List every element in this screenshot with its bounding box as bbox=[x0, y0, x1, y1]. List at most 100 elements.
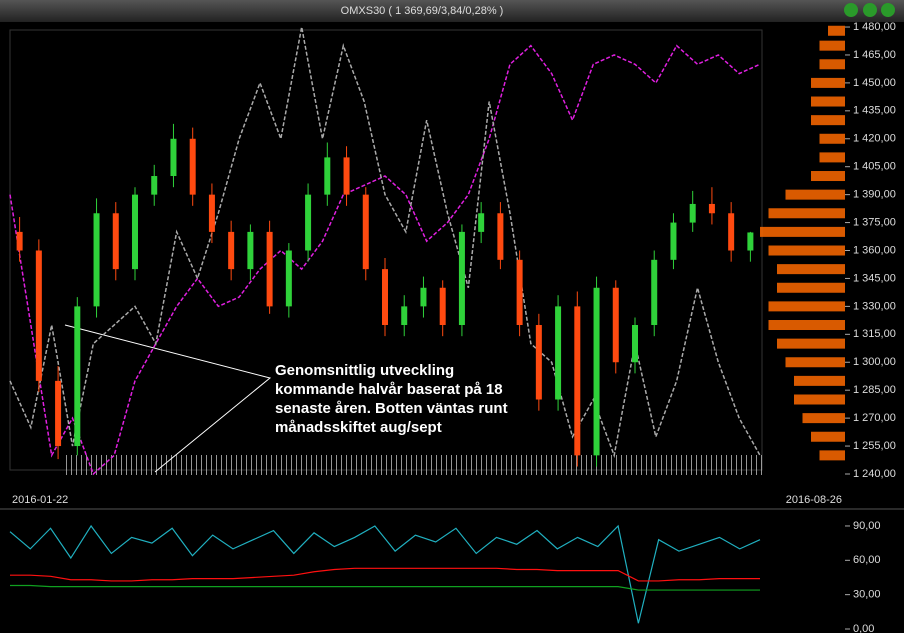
day-markers bbox=[65, 455, 762, 475]
close-button[interactable] bbox=[881, 3, 895, 17]
y-tick-label: 1 405,00 bbox=[853, 161, 896, 173]
candle-body bbox=[362, 194, 369, 270]
candle-body bbox=[401, 306, 408, 326]
candle-body bbox=[343, 157, 350, 195]
y-tick-label: 90,00 bbox=[853, 520, 881, 532]
candle-body bbox=[285, 250, 292, 307]
series-line bbox=[10, 567, 760, 582]
candle-body bbox=[170, 138, 177, 177]
candle-body bbox=[266, 231, 273, 307]
y-tick-label: 1 450,00 bbox=[853, 77, 896, 89]
candle-body bbox=[93, 213, 100, 307]
candle-body bbox=[208, 194, 215, 232]
y-tick-label: 1 480,00 bbox=[853, 21, 896, 33]
annotation: senaste åren. Botten väntas runt bbox=[275, 400, 508, 417]
volume-profile-bar bbox=[794, 394, 845, 405]
minimize-button[interactable] bbox=[844, 3, 858, 17]
candle-body bbox=[305, 194, 312, 251]
candle-body bbox=[151, 176, 158, 195]
candle-body bbox=[708, 203, 715, 214]
candle-body bbox=[55, 380, 62, 447]
x-end-label: 2016-08-26 bbox=[786, 494, 842, 506]
volume-profile-bar bbox=[785, 189, 845, 200]
volume-profile-bar bbox=[768, 301, 845, 312]
candle-body bbox=[574, 306, 581, 456]
volume-profile-bar bbox=[768, 208, 845, 219]
candle-body bbox=[247, 231, 254, 270]
candle-body bbox=[728, 213, 735, 251]
candle-body bbox=[747, 232, 754, 251]
annotation: kommande halvår baserat på 18 bbox=[275, 381, 503, 398]
volume-profile-bar bbox=[811, 96, 845, 107]
y-tick-label: 1 360,00 bbox=[853, 244, 896, 256]
y-tick-label: 0,00 bbox=[853, 623, 874, 633]
volume-profile-bar bbox=[819, 133, 845, 144]
y-tick-label: 1 330,00 bbox=[853, 300, 896, 312]
candle-body bbox=[689, 203, 696, 223]
volume-profile-bar bbox=[819, 152, 845, 163]
candle-body bbox=[478, 213, 485, 232]
y-tick-label: 1 255,00 bbox=[853, 440, 896, 452]
chart-title: OMXS30 ( 1 369,69/3,84/0,28% ) bbox=[341, 5, 504, 17]
series-line bbox=[10, 584, 760, 591]
annotation: månadsskiftet aug/sept bbox=[275, 419, 442, 436]
y-tick-label: 1 240,00 bbox=[853, 468, 896, 480]
volume-profile-bar bbox=[811, 77, 845, 88]
y-tick-label: 60,00 bbox=[853, 554, 881, 566]
volume-profile-bar bbox=[811, 171, 845, 182]
candle-body bbox=[324, 157, 331, 195]
y-tick-label: 1 390,00 bbox=[853, 189, 896, 201]
volume-profile-bar bbox=[819, 59, 845, 70]
volume-profile-bar bbox=[819, 40, 845, 51]
volume-profile-bar bbox=[811, 431, 845, 442]
volume-profile-bar bbox=[811, 115, 845, 126]
volume-profile-bar bbox=[777, 264, 845, 275]
volume-profile-bar bbox=[768, 245, 845, 256]
candle-body bbox=[35, 250, 42, 381]
y-tick-label: 1 315,00 bbox=[853, 328, 896, 340]
volume-profile-bar bbox=[819, 450, 845, 461]
candle-body bbox=[497, 213, 504, 260]
candle-body bbox=[612, 287, 619, 363]
volume-profile-bar bbox=[785, 357, 845, 368]
volume-profile-bar bbox=[828, 25, 845, 36]
candle-body bbox=[189, 138, 196, 195]
y-tick-label: 1 435,00 bbox=[853, 105, 896, 117]
candle-body bbox=[132, 194, 138, 270]
annotation-pointer bbox=[64, 324, 272, 473]
candle-body bbox=[112, 213, 119, 270]
volume-profile-bar bbox=[777, 338, 845, 349]
volume-profile-bar bbox=[794, 375, 845, 386]
y-tick-label: 1 420,00 bbox=[853, 133, 896, 145]
y-tick-label: 1 300,00 bbox=[853, 356, 896, 368]
candle-body bbox=[16, 231, 23, 251]
volume-profile-bar bbox=[777, 282, 845, 293]
candle-body bbox=[382, 269, 388, 326]
candle-body bbox=[555, 306, 562, 400]
series-line bbox=[9, 524, 761, 624]
annotation: Genomsnittlig utveckling bbox=[275, 362, 454, 379]
candle-body bbox=[593, 287, 600, 456]
y-tick-label: 1 285,00 bbox=[853, 384, 896, 396]
candle-body bbox=[458, 231, 465, 326]
y-tick-label: 1 465,00 bbox=[853, 49, 896, 61]
volume-profile-bar bbox=[760, 226, 845, 237]
series-line bbox=[9, 44, 761, 476]
y-tick-label: 1 270,00 bbox=[853, 412, 896, 424]
x-start-label: 2016-01-22 bbox=[12, 494, 68, 506]
volume-profile-bar bbox=[802, 413, 845, 424]
candle-body bbox=[420, 287, 427, 307]
candle-body bbox=[651, 259, 658, 326]
candle-body bbox=[535, 325, 542, 400]
candle-body bbox=[670, 222, 677, 260]
candle-body bbox=[439, 287, 446, 326]
y-tick-label: 1 375,00 bbox=[853, 216, 896, 228]
candle-body bbox=[632, 325, 638, 363]
y-tick-label: 1 345,00 bbox=[853, 272, 896, 284]
title-bar bbox=[0, 0, 904, 22]
candle-body bbox=[74, 306, 81, 447]
restore-button[interactable] bbox=[863, 3, 877, 17]
y-tick-label: 30,00 bbox=[853, 589, 881, 601]
